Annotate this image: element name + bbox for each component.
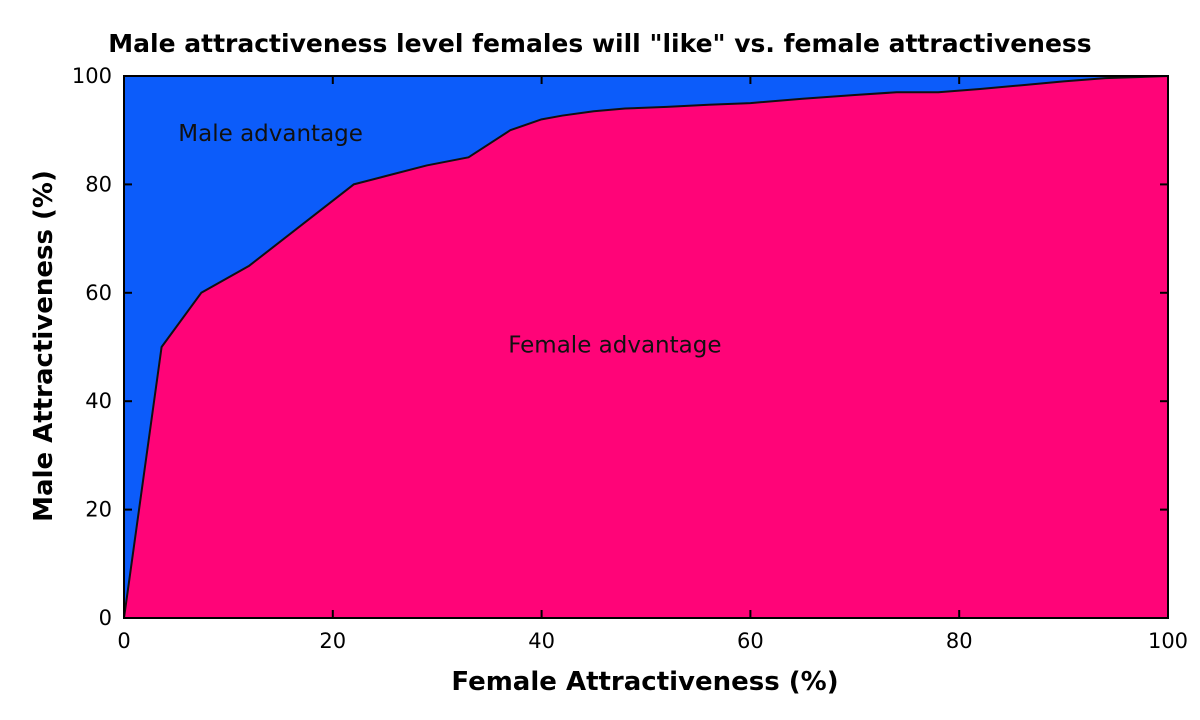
region-labels: Male advantage Female advantage [178,121,721,358]
x-tick-label: 20 [319,629,346,653]
region-annotation: Male advantage [178,121,363,147]
y-tick-label: 0 [99,606,112,630]
y-axis-title: Male Attractiveness (%) [29,170,59,522]
x-axis: 0 20 40 60 80 100 [117,76,1188,653]
y-tick-label: 80 [85,172,112,196]
y-tick-label: 40 [85,389,112,413]
x-tick-label: 60 [737,629,764,653]
y-tick-label: 100 [72,64,112,88]
plot-area [123,75,1169,619]
x-axis-title: Female Attractiveness (%) [451,667,838,697]
y-tick-label: 60 [85,281,112,305]
series-line [123,75,1169,619]
x-tick-label: 0 [117,629,130,653]
x-tick-label: 100 [1148,629,1188,653]
region-annotation: Female advantage [508,332,721,358]
y-axis: 0 20 40 60 80 100 [72,64,1168,630]
plot-frame [123,75,1169,619]
chart-title: Male attractiveness level females will "… [108,29,1091,58]
x-tick-label: 80 [946,629,973,653]
female-advantage-region [124,76,1168,618]
y-tick-label: 20 [85,498,112,522]
x-tick-label: 40 [528,629,555,653]
